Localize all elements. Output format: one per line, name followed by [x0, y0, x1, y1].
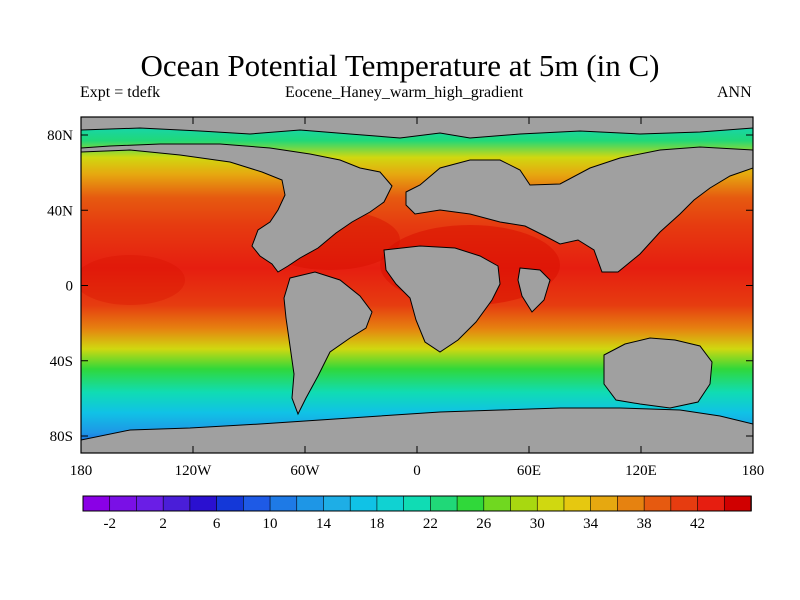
lat-tick-label: 40N: [47, 203, 73, 219]
colorbar-swatch: [723, 495, 752, 512]
colorbar-swatch: [243, 495, 271, 512]
colorbar-swatch: [296, 495, 325, 512]
colorbar-swatch: [563, 495, 592, 512]
colorbar-swatch: [456, 495, 485, 512]
colorbar-label: 14: [316, 516, 332, 532]
warm-pool-pacific: [81, 255, 185, 305]
lat-tick-label: 80S: [50, 429, 73, 445]
colorbar-swatch: [403, 495, 432, 512]
colorbar-swatch: [670, 495, 699, 512]
colorbar-swatch: [430, 495, 458, 512]
land-africa: [383, 245, 501, 353]
season-label: ANN: [717, 84, 752, 101]
colorbar-swatch: [697, 495, 726, 512]
land-north-america: [81, 143, 393, 273]
colorbar: -2 2 6 10 14 18 22 26 30 34 38 42: [82, 495, 752, 532]
colorbar-swatch: [82, 495, 111, 512]
land-eurasia: [405, 146, 753, 273]
land-arctic-north: [81, 117, 753, 139]
map-area: [81, 117, 753, 453]
colorbar-frame: [82, 495, 752, 512]
colorbar-label: 22: [423, 516, 438, 532]
colorbar-swatch: [162, 495, 191, 512]
colorbar-label: 26: [476, 516, 492, 532]
lon-tick-label: 180: [70, 463, 93, 479]
lon-tick-label: 60E: [517, 463, 541, 479]
colorbar-swatch: [643, 495, 672, 512]
colorbar-swatch: [109, 495, 138, 512]
colorbar-label: 10: [263, 516, 278, 532]
colorbar-swatch: [590, 495, 619, 512]
colorbar-label: 2: [159, 516, 167, 532]
land-australia: [603, 337, 713, 409]
colorbar-swatch: [349, 495, 378, 512]
colorbar-label: 34: [583, 516, 599, 532]
lat-tick-label: 0: [66, 279, 74, 295]
experiment-label: Expt = tdefk: [80, 84, 161, 101]
colorbar-swatch: [376, 495, 405, 512]
colorbar-label: 30: [530, 516, 545, 532]
latitude-axis: 80N 40N 0 40S 80S: [47, 128, 753, 445]
colorbar-label: 18: [369, 516, 384, 532]
colorbar-swatch: [323, 495, 352, 512]
colorbar-swatch: [216, 495, 245, 512]
land-antarctica: [81, 407, 753, 453]
lon-tick-label: 60W: [290, 463, 320, 479]
longitude-axis: 180 120W 60W 0 60E 120E 180: [70, 117, 765, 479]
colorbar-label: 42: [690, 516, 705, 532]
land-south-america: [283, 271, 373, 416]
colorbar-swatch: [510, 495, 539, 512]
colorbar-swatch: [536, 495, 565, 512]
colorbar-swatch: [617, 495, 645, 512]
case-name-label: Eocene_Haney_warm_high_gradient: [285, 84, 524, 101]
land-india: [517, 267, 551, 313]
lon-tick-label: 120W: [175, 463, 213, 479]
plot-title: Ocean Potential Temperature at 5m (in C): [140, 48, 660, 83]
lon-tick-label: 180: [742, 463, 765, 479]
lat-tick-label: 80N: [47, 128, 73, 144]
lon-tick-label: 0: [413, 463, 421, 479]
colorbar-swatch: [269, 495, 298, 512]
colorbar-swatch: [189, 495, 218, 512]
lon-tick-label: 120E: [625, 463, 657, 479]
landmasses: [81, 117, 753, 453]
colorbar-label: 6: [213, 516, 221, 532]
lat-tick-label: 40S: [50, 354, 73, 370]
colorbar-swatch: [483, 495, 512, 512]
colorbar-swatch: [136, 495, 164, 512]
colorbar-label: 38: [637, 516, 652, 532]
colorbar-label: -2: [103, 516, 116, 532]
